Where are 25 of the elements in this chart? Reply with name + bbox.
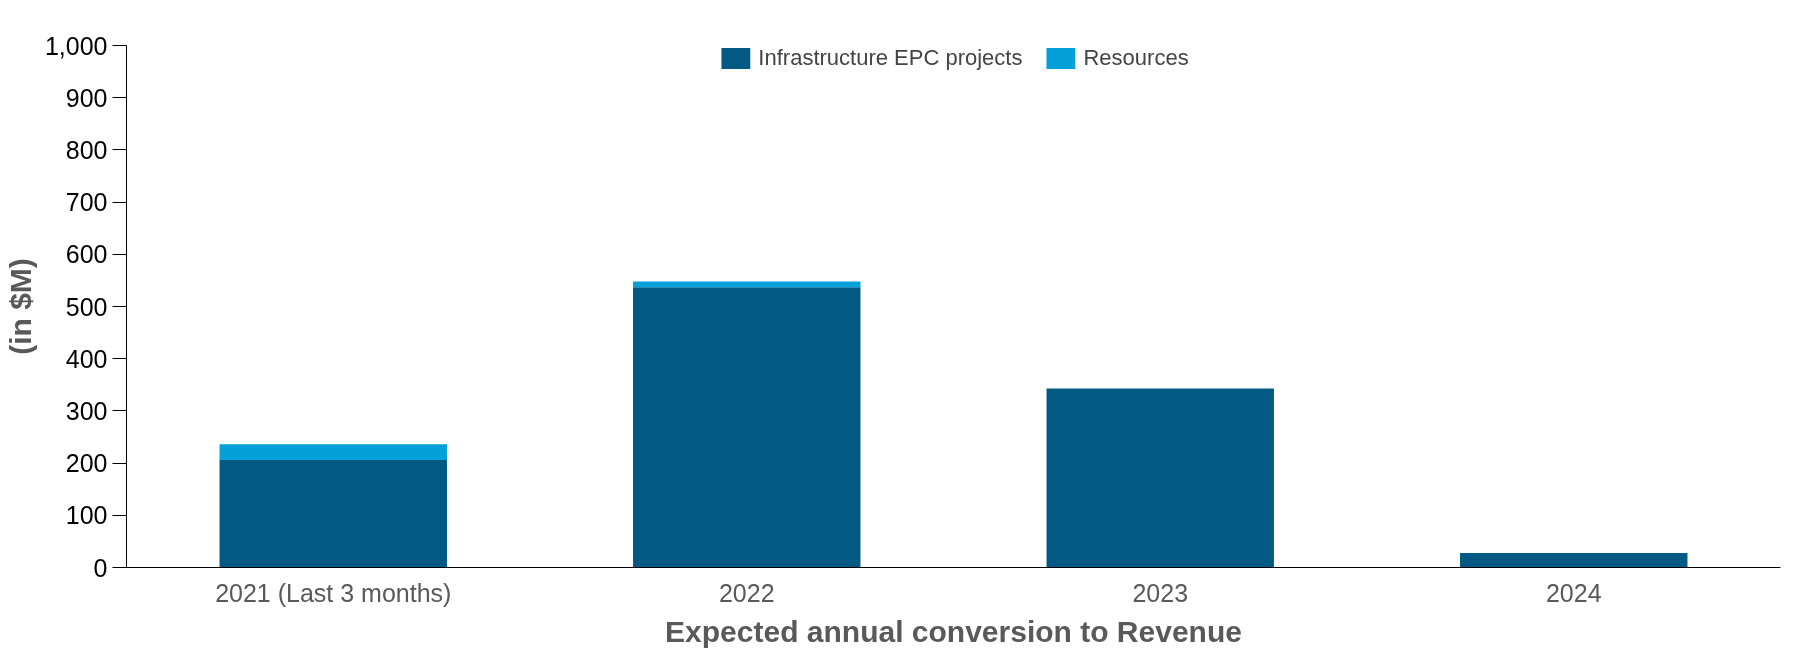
y-tick-label: 0: [93, 553, 108, 582]
bar: [1046, 388, 1274, 568]
y-tick-label: 100: [65, 501, 108, 530]
x-tick-label: 2021 (Last 3 months): [215, 578, 452, 607]
x-tick-label: 2023: [1132, 578, 1189, 607]
y-tick-label: 700: [65, 188, 108, 217]
bar: [219, 444, 447, 460]
y-tick-label: 600: [65, 240, 108, 269]
y-tick-label: 800: [65, 135, 108, 164]
y-tick-label: 400: [65, 344, 108, 373]
bar: [1460, 552, 1688, 568]
bar: [219, 459, 447, 568]
legend-label: Resources: [1083, 45, 1189, 71]
bar: [633, 287, 861, 568]
x-tick-label: 2022: [718, 578, 775, 607]
x-tick-label: 2024: [1545, 578, 1602, 607]
y-tick-label: 900: [65, 83, 108, 112]
x-axis-title: Expected annual conversion to Revenue: [665, 614, 1242, 648]
y-tick-label: 1,000: [44, 31, 108, 60]
bar: [633, 281, 861, 288]
y-tick-label: 200: [65, 449, 108, 478]
y-axis-title: (in $M): [3, 258, 37, 355]
y-tick-label: 500: [65, 292, 108, 321]
legend-label: Infrastructure EPC projects: [758, 45, 1023, 71]
y-tick-label: 300: [65, 396, 108, 425]
